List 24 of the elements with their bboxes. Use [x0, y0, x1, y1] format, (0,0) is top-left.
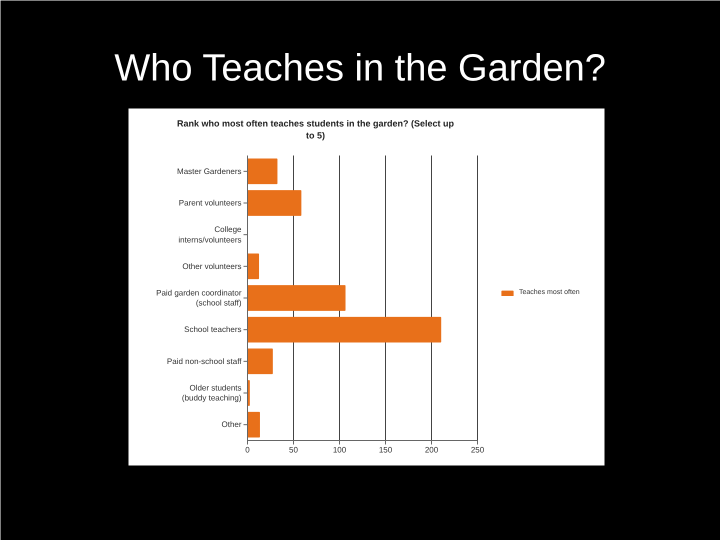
x-tick-label: 200	[424, 446, 439, 454]
chart-title: Who Teaches in the Garden?	[114, 48, 606, 90]
bar	[247, 253, 260, 280]
x-tick-label: 150	[378, 446, 393, 454]
bar	[247, 316, 442, 343]
y-tick-label: Paid non-school staff	[166, 356, 242, 366]
y-tick-label: Parent volunteers	[178, 198, 242, 208]
bar	[247, 285, 346, 311]
bar	[247, 348, 273, 374]
bar	[247, 190, 302, 216]
bar	[247, 412, 260, 438]
y-tick-label: School teachers	[184, 325, 242, 334]
y-tick-label: Other volunteers	[182, 262, 242, 271]
x-tick-label: 250	[470, 446, 485, 454]
y-tick-label: College interns/volunteers	[178, 224, 242, 244]
x-tick-label: 50	[289, 446, 298, 454]
x-tick-label: 100	[332, 446, 347, 454]
chart-subtitle: Rank who most often teaches students in the garden? (Select up to 5)	[176, 118, 455, 140]
x-tick-label: 0	[245, 446, 250, 454]
bar	[247, 158, 278, 184]
y-tick-label: Older students (buddy teaching)	[182, 383, 242, 403]
y-tick-label: Master Gardeners	[177, 166, 242, 176]
y-tick-label: Other	[221, 420, 242, 430]
y-tick-label: Paid garden coordinator (school staff)	[156, 288, 242, 308]
